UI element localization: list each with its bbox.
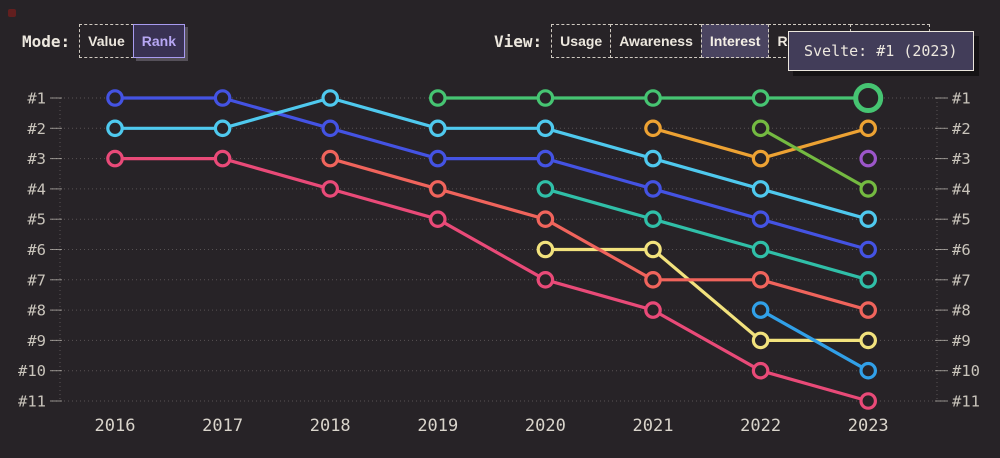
data-point-indigo-2019[interactable]: [428, 149, 447, 168]
data-point-amber-2023[interactable]: [859, 119, 877, 138]
year-label-2019: 2019: [417, 416, 458, 436]
data-point-Svelte-2019[interactable]: [428, 89, 447, 107]
data-point-purple-2023[interactable]: [859, 149, 877, 168]
series-line-apple-green: [758, 126, 870, 191]
data-point-cyan-2017[interactable]: [213, 119, 232, 138]
data-point-pink-2019[interactable]: [428, 210, 447, 228]
series-line-salmon: [328, 157, 870, 312]
data-point-salmon-2021[interactable]: [644, 270, 662, 289]
series-line-cyan: [113, 96, 870, 221]
data-point-amber-2021[interactable]: [644, 119, 662, 138]
data-point-teal-2023[interactable]: [859, 270, 877, 289]
data-point-pink-2021[interactable]: [644, 301, 662, 319]
year-label-2020: 2020: [525, 416, 566, 436]
data-point-pink-2017[interactable]: [213, 149, 232, 168]
data-point-Svelte-2022[interactable]: [751, 89, 770, 107]
data-point-apple-green-2022[interactable]: [751, 119, 770, 138]
data-point-salmon-2022[interactable]: [751, 270, 770, 289]
data-point-cyan-2023[interactable]: [859, 210, 877, 228]
year-label-2023: 2023: [848, 416, 889, 436]
rank-label-right-2: #2: [952, 120, 971, 138]
data-point-pink-2020[interactable]: [536, 270, 555, 289]
data-point-indigo-2018[interactable]: [321, 119, 339, 138]
rank-label-left-2: #2: [27, 120, 46, 138]
data-point-yellow-2020[interactable]: [536, 240, 555, 259]
data-point-cyan-2021[interactable]: [644, 149, 662, 168]
data-point-cyan-2020[interactable]: [536, 119, 555, 138]
rank-label-left-7: #7: [27, 271, 46, 289]
data-point-cyan-2016[interactable]: [106, 119, 124, 138]
rank-label-left-10: #10: [18, 362, 46, 380]
data-point-cyan-2018[interactable]: [321, 89, 339, 107]
rank-label-left-8: #8: [27, 302, 46, 320]
rank-label-left-11: #11: [18, 393, 46, 411]
data-point-pink-2023[interactable]: [859, 392, 877, 410]
view-label: View:: [494, 31, 543, 51]
rank-label-right-7: #7: [952, 271, 971, 289]
data-point-yellow-2021[interactable]: [644, 240, 662, 259]
rank-label-left-4: #4: [27, 180, 46, 198]
rank-label-right-5: #5: [952, 211, 971, 229]
rank-label-left-1: #1: [27, 90, 46, 108]
mode-label: Mode:: [22, 31, 71, 51]
data-point-yellow-2023[interactable]: [859, 331, 877, 350]
highlighted-point-Svelte-2023[interactable]: [853, 83, 884, 113]
data-point-indigo-2023[interactable]: [859, 240, 877, 259]
rank-label-right-11: #11: [952, 393, 980, 411]
year-label-2016: 2016: [95, 416, 136, 436]
rank-label-right-10: #10: [952, 362, 980, 380]
data-point-salmon-2019[interactable]: [428, 180, 447, 198]
data-point-pink-2022[interactable]: [751, 361, 770, 380]
rank-label-right-1: #1: [952, 90, 971, 108]
year-label-2018: 2018: [310, 416, 351, 436]
data-point-cyan-2019[interactable]: [428, 119, 447, 138]
data-point-cyan-2022[interactable]: [751, 180, 770, 198]
mode-option-rank[interactable]: Rank: [132, 24, 185, 58]
data-point-sky-blue-2022[interactable]: [751, 301, 770, 319]
rank-label-left-9: #9: [27, 332, 46, 350]
view-option-interest[interactable]: Interest: [700, 24, 770, 58]
mode-toggle-group: Mode: Value Rank: [22, 24, 185, 58]
rank-label-left-5: #5: [27, 211, 46, 229]
data-point-sky-blue-2023[interactable]: [859, 361, 877, 380]
data-point-pink-2018[interactable]: [321, 180, 339, 198]
rank-label-left-3: #3: [27, 150, 46, 168]
data-point-pink-2016[interactable]: [106, 149, 124, 168]
data-point-teal-2022[interactable]: [751, 240, 770, 259]
series-line-teal: [543, 187, 870, 282]
data-point-indigo-2016[interactable]: [106, 89, 124, 107]
data-point-apple-green-2023[interactable]: [859, 180, 877, 198]
data-point-indigo-2022[interactable]: [751, 210, 770, 228]
series-line-pink: [113, 157, 870, 403]
data-point-indigo-2021[interactable]: [644, 180, 662, 198]
window-dot: [8, 9, 16, 17]
data-point-indigo-2017[interactable]: [213, 89, 232, 107]
data-point-indigo-2020[interactable]: [536, 149, 555, 168]
hover-tooltip: Svelte: #1 (2023): [788, 31, 974, 71]
data-point-salmon-2023[interactable]: [859, 301, 877, 319]
rank-label-right-9: #9: [952, 332, 971, 350]
data-point-salmon-2018[interactable]: [321, 149, 339, 168]
year-label-2022: 2022: [740, 416, 781, 436]
series-line-indigo: [113, 96, 870, 252]
rank-label-left-6: #6: [27, 241, 46, 259]
data-point-teal-2020[interactable]: [536, 180, 555, 198]
rank-label-right-4: #4: [952, 180, 971, 198]
rank-label-right-8: #8: [952, 302, 971, 320]
series-line-sky-blue: [758, 308, 870, 373]
year-label-2021: 2021: [633, 416, 674, 436]
rank-label-right-6: #6: [952, 241, 971, 259]
rank-label-right-3: #3: [952, 150, 971, 168]
year-label-2017: 2017: [202, 416, 243, 436]
data-point-Svelte-2021[interactable]: [644, 89, 662, 107]
data-point-yellow-2022[interactable]: [751, 331, 770, 350]
data-point-salmon-2020[interactable]: [536, 210, 555, 228]
data-point-amber-2022[interactable]: [751, 149, 770, 168]
data-point-Svelte-2020[interactable]: [536, 89, 555, 107]
data-point-teal-2021[interactable]: [644, 210, 662, 228]
